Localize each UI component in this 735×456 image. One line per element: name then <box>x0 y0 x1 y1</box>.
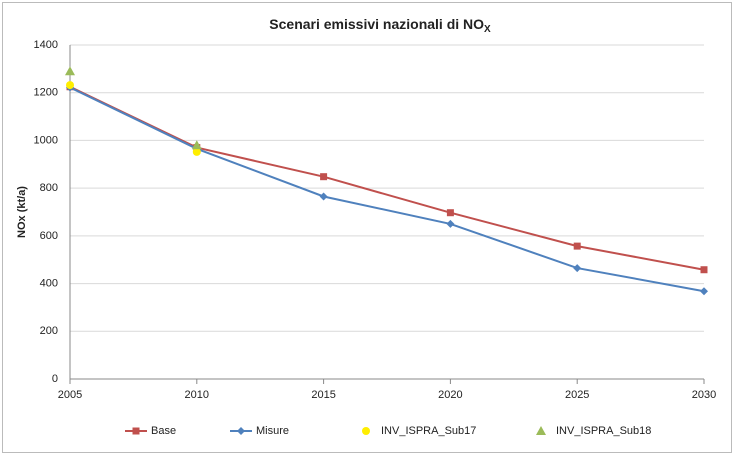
marker <box>700 287 708 296</box>
legend-label: Base <box>151 425 176 437</box>
x-tick-label: 2020 <box>438 389 462 401</box>
marker <box>362 427 370 435</box>
y-tick-label: 1200 <box>34 87 58 99</box>
marker <box>132 427 140 435</box>
series-line <box>69 85 705 271</box>
marker <box>319 192 328 201</box>
y-tick-label: 800 <box>40 182 58 194</box>
series-line <box>69 86 705 293</box>
marker <box>536 426 546 435</box>
marker <box>192 147 201 156</box>
x-tick-label: 2010 <box>185 389 209 401</box>
chart-title: Scenari emissivi nazionali di NOX <box>269 16 491 35</box>
y-tick-label: 0 <box>52 373 58 385</box>
marker <box>700 266 708 274</box>
y-tick-label: 600 <box>40 230 58 242</box>
x-tick-label: 2005 <box>58 389 82 401</box>
marker <box>573 264 582 273</box>
y-tick-label: 1400 <box>34 39 58 51</box>
marker <box>446 219 455 228</box>
x-tick-label: 2030 <box>692 389 716 401</box>
legend-label: INV_ISPRA_Sub17 <box>381 425 476 437</box>
legend-label: Misure <box>256 425 289 437</box>
legend-label: INV_ISPRA_Sub18 <box>556 425 651 437</box>
y-tick-label: 1000 <box>34 134 58 146</box>
marker <box>573 242 581 250</box>
y-axis-label: NOx (kt/a) <box>16 186 28 238</box>
marker <box>237 427 245 435</box>
y-tick-label: 200 <box>40 325 58 337</box>
marker <box>191 140 202 150</box>
marker <box>446 209 454 217</box>
x-tick-label: 2025 <box>565 389 589 401</box>
marker <box>66 81 74 90</box>
marker <box>65 66 75 76</box>
y-tick-label: 400 <box>40 277 58 289</box>
marker <box>320 173 328 181</box>
x-tick-label: 2015 <box>311 389 335 401</box>
